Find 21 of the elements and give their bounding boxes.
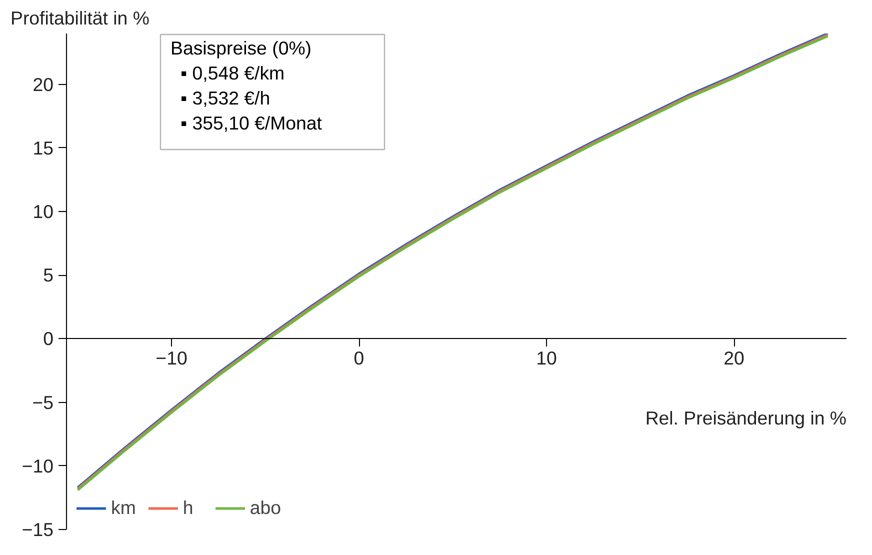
x-tick-label: −10 (156, 348, 188, 369)
legend-label: abo (250, 497, 282, 519)
legend-label: km (111, 497, 136, 519)
y-tick-label: 0 (43, 328, 54, 350)
y-tick-label: 15 (32, 137, 54, 158)
annotation: Basispreise (0%) (170, 38, 312, 58)
legend-label: h (182, 497, 194, 519)
x-tick-label: 20 (724, 348, 744, 369)
annotation: ▪ 355,10 €/Monat (180, 112, 323, 134)
annotation: ▪ 3,532 €/h (180, 88, 270, 108)
y-tick-label: −10 (22, 455, 54, 476)
y-tick-label: 10 (32, 201, 54, 222)
x-tick-label: 0 (354, 348, 364, 369)
x-axis-title: Rel. Preisänderung in % (645, 408, 847, 429)
y-axis-title: Profitabilität in % (10, 8, 150, 28)
y-tick-label: −5 (32, 392, 54, 413)
y-tick-label: 20 (32, 74, 54, 95)
annotation: ▪ 0,548 €/km (180, 62, 285, 84)
y-tick-label: −15 (22, 519, 54, 540)
x-tick-label: 10 (536, 348, 557, 369)
y-tick-label: 5 (43, 264, 54, 286)
